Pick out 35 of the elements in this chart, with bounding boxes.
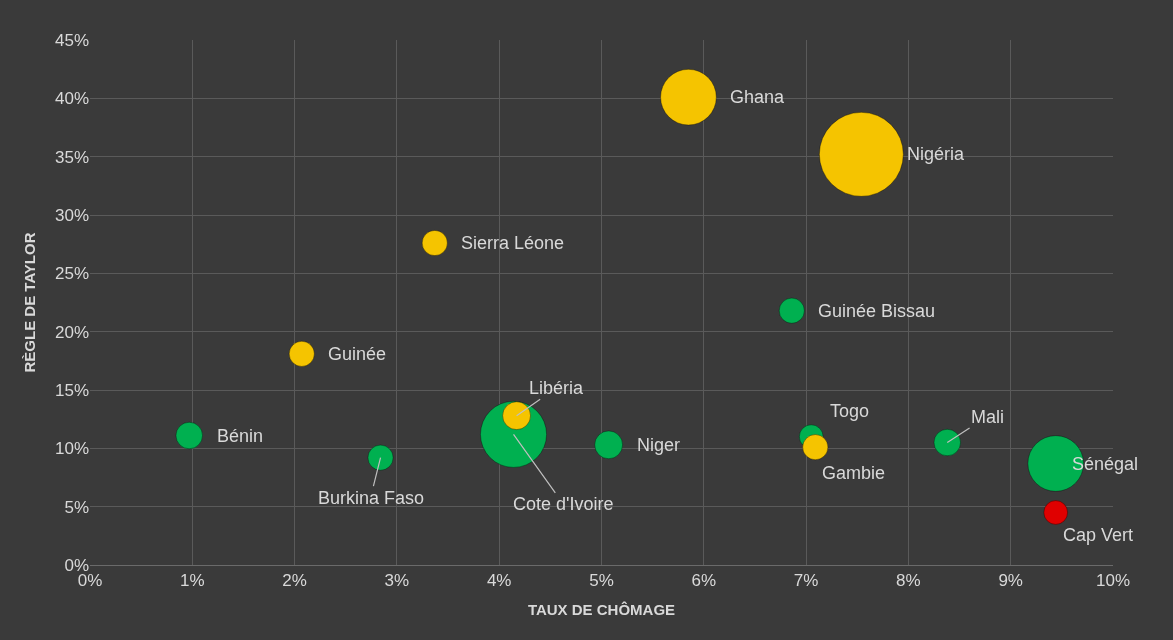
annotation: Togo [830,401,870,421]
annotation: Niger [637,435,681,455]
y-tick-label: 20% [54,322,89,342]
y-tick-label: 45% [54,30,89,50]
y-tick-label: 40% [54,89,89,109]
annotation: Bénin [217,426,264,446]
y-tick-label: 30% [54,205,89,225]
y-tick-label: 35% [54,147,89,167]
x-axis-title: TAUX DE CHÔMAGE [527,601,676,619]
annotation: Guinée [328,344,387,364]
x-tick-label: 2% [282,571,307,591]
annotation: Mali [971,407,1005,427]
x-tick-label: 1% [180,571,205,591]
y-axis-title: RÈGLE DE TAYLOR [21,232,39,373]
annotation: Cap Vert [1063,525,1134,545]
x-tick-label: 3% [384,571,410,591]
annotation: Ghana [730,87,786,107]
annotation: Nigéria [907,144,966,164]
x-tick-label: 8% [896,571,921,591]
y-tick-label: 25% [54,264,89,284]
annotation: Sierra Léone [461,233,565,253]
annotation: Libéria [529,378,585,398]
x-tick-label: 9% [998,571,1023,591]
x-tick-label: 5% [589,571,614,591]
y-tick-label: 10% [54,439,89,459]
x-tick-label: 6% [691,571,717,591]
annotation: Burkina Faso [318,488,425,508]
x-tick-label: 4% [486,571,512,591]
x-tick-label: 7% [793,571,819,591]
annotation: Guinée Bissau [818,301,936,321]
annotation: Cote d'Ivoire [513,494,614,514]
x-tick-label: 10% [1095,571,1131,591]
y-tick-label: 15% [54,380,89,400]
annotation: Gambie [822,463,886,483]
y-tick-label: 5% [64,497,89,517]
